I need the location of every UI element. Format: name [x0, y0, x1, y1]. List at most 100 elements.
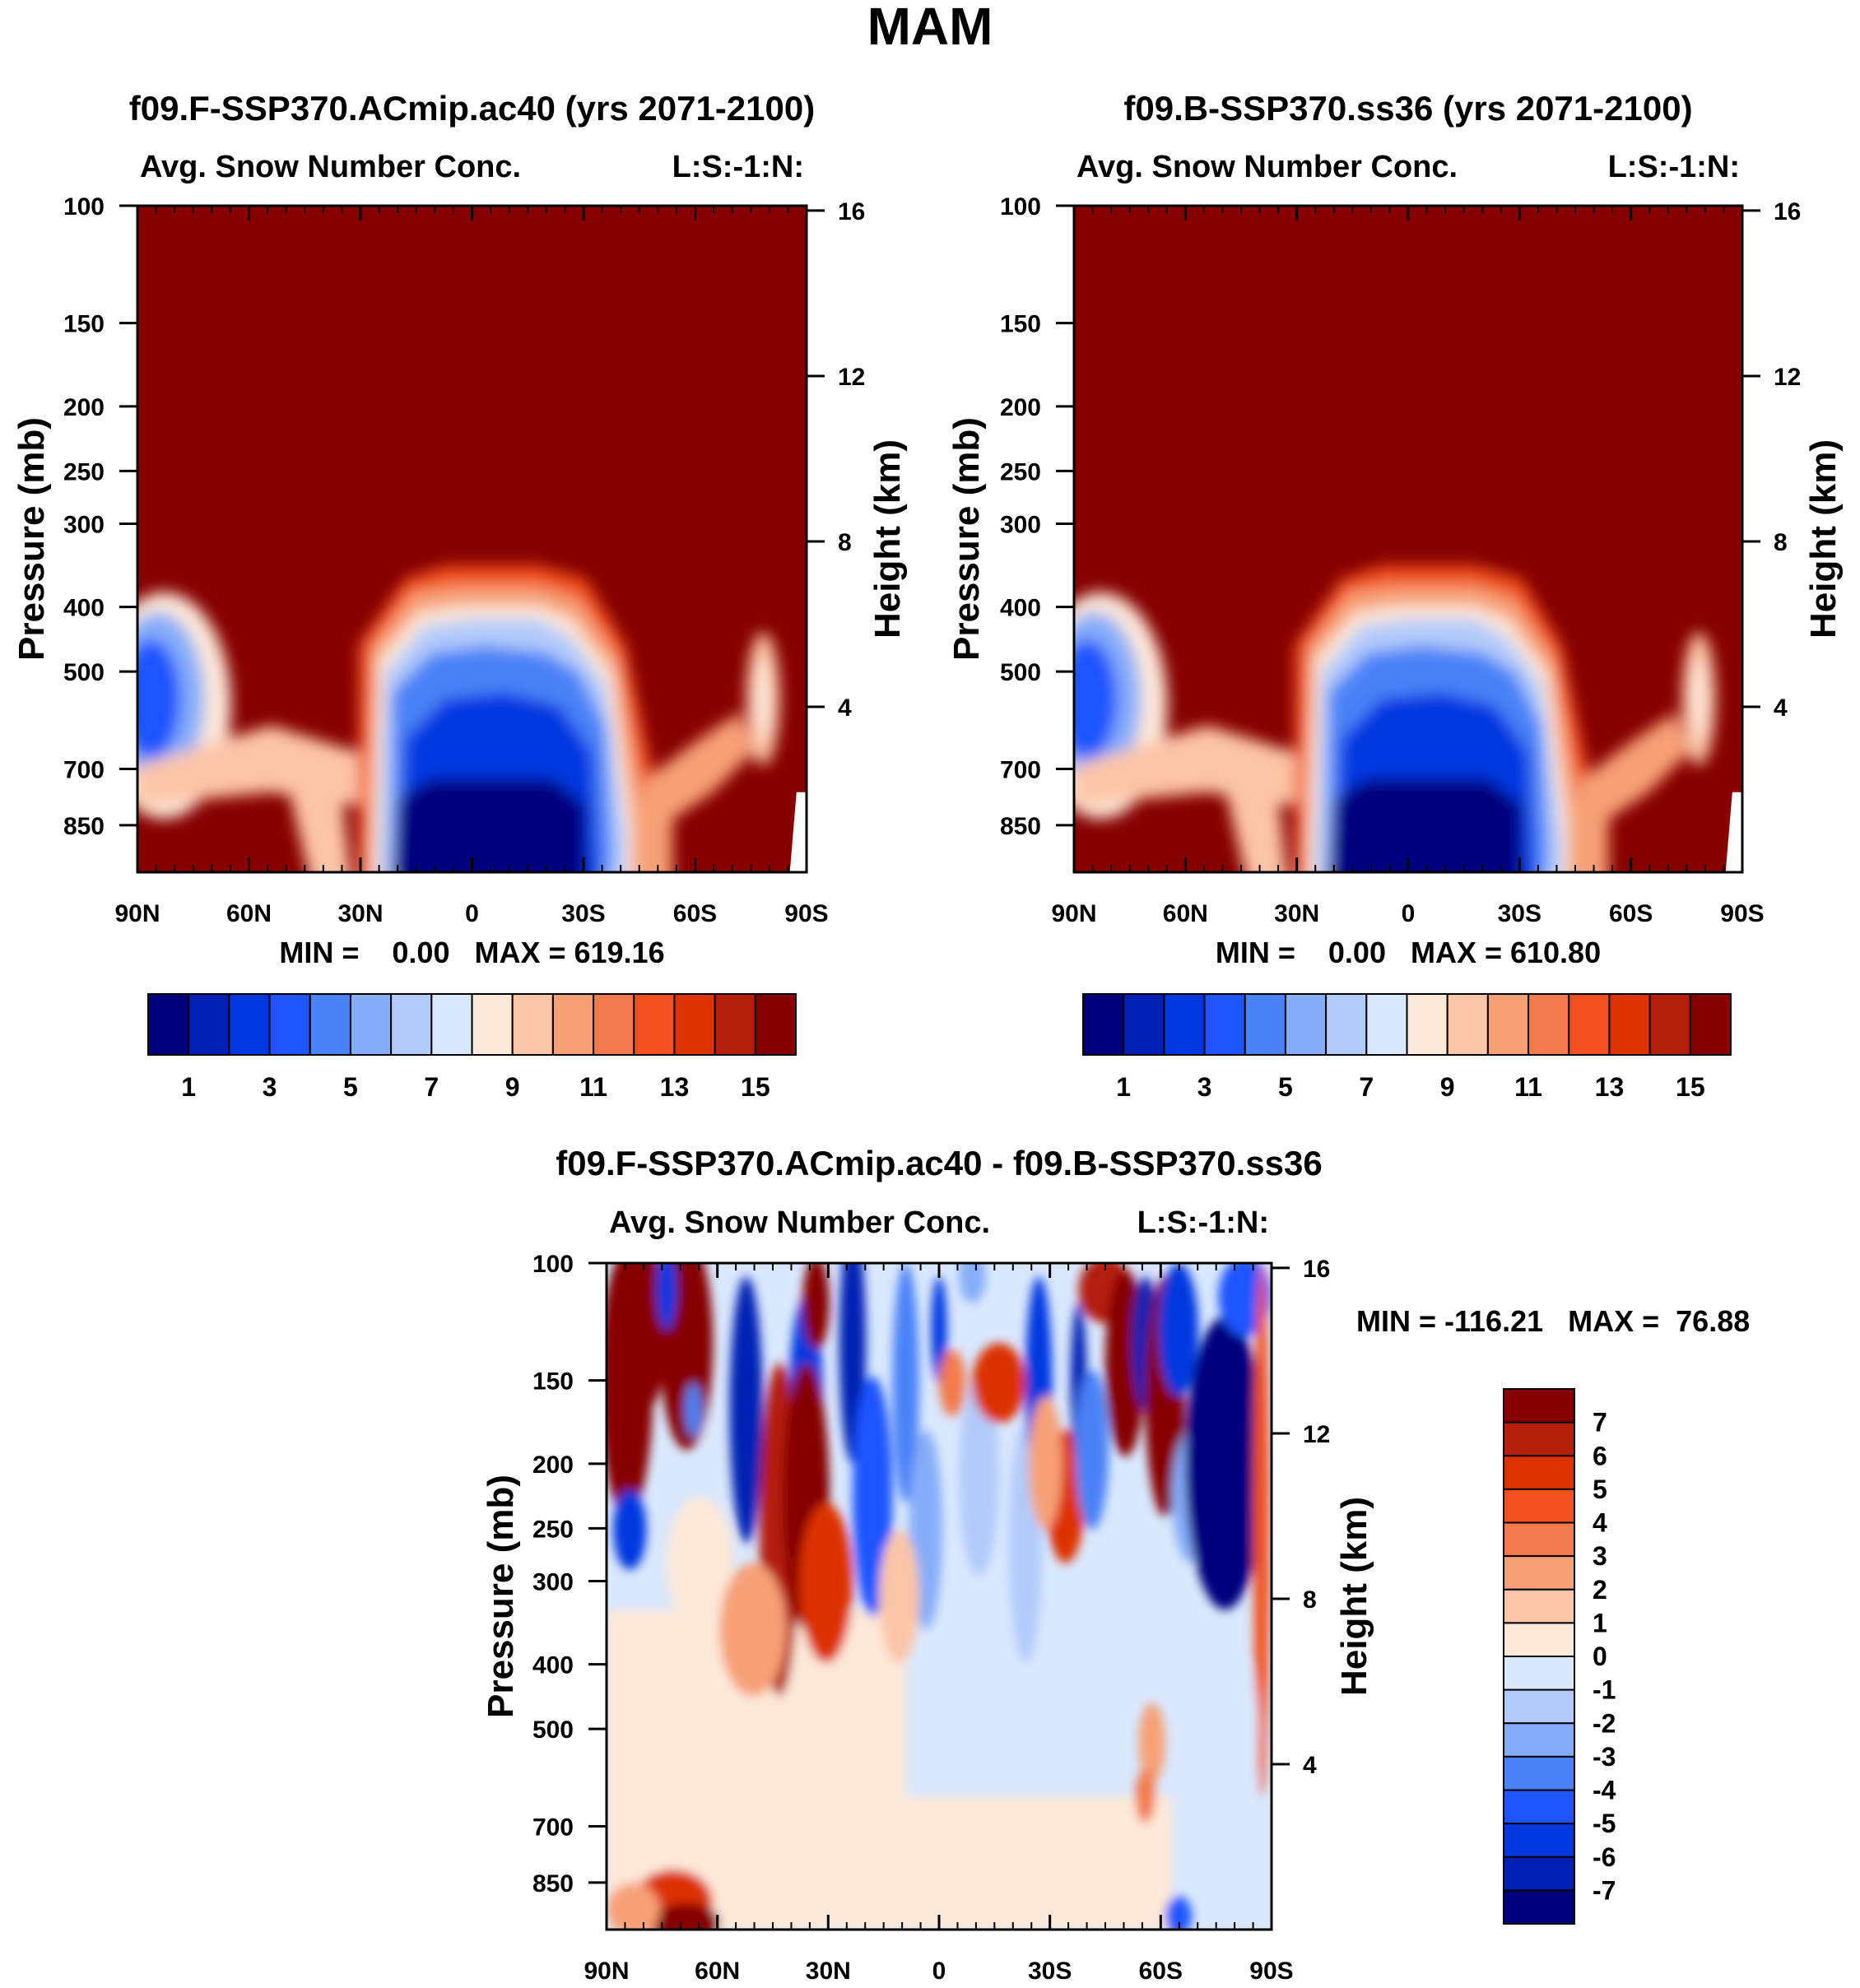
colorbar-label-15: 15 [1676, 1072, 1705, 1102]
y-axis-label: Pressure (mb) [946, 417, 987, 661]
x-tick-label-90N: 90N [114, 900, 160, 927]
colorbar-box-11 [1503, 1755, 1575, 1791]
south-band [1569, 712, 1690, 872]
diff-streak-44 [653, 1902, 720, 1930]
x-tick-label-30S: 30S [561, 900, 605, 927]
diff-streak-9 [719, 1563, 787, 1697]
colorbar-box-12 [1503, 1789, 1575, 1825]
stats-label: MIN = 0.00 MAX = 610.80 [1216, 936, 1601, 969]
x-tick-label-30N: 30N [1274, 900, 1319, 927]
x-tick-label-90N: 90N [1051, 900, 1096, 927]
colorbar-box-4 [1244, 993, 1286, 1056]
y-tick-label-700: 700 [63, 757, 105, 784]
diff-streak-45 [607, 1883, 660, 1930]
panel-title: f09.F-SSP370.ACmip.ac40 - f09.B-SSP370.s… [556, 1144, 1322, 1182]
diff-streak-11 [802, 1263, 830, 1350]
colorbar-box-2 [1503, 1455, 1575, 1490]
y-tick-label-100: 100 [532, 1251, 574, 1278]
colorbar-box-12 [633, 993, 676, 1056]
diff-streak-42 [1165, 1896, 1193, 1930]
diff-streak-7 [729, 1276, 763, 1544]
colorbar: 7 6 5 43 2 1 0 -1-2 -3 -4 -5 -6-7 [1503, 1388, 1616, 1925]
north-band-core [137, 639, 181, 759]
x-tick-label-0: 0 [932, 1958, 946, 1985]
y-tick-label-700: 700 [532, 1814, 574, 1842]
y2-tick-label-4: 4 [838, 694, 852, 722]
diff-streak-21 [959, 1376, 999, 1577]
diff-streak-6 [685, 1382, 701, 1437]
diff-streak-41 [1135, 1769, 1156, 1823]
diff-streak-19 [931, 1276, 947, 1383]
colorbar-label-13: 13 [660, 1072, 690, 1102]
y2-tick-label-12: 12 [1774, 364, 1801, 391]
heatmap-field [1074, 206, 1742, 872]
y-axis-label: Pressure (mb) [481, 1475, 521, 1718]
y2-tick-label-16: 16 [838, 198, 865, 225]
colorbar-box-8 [471, 993, 514, 1056]
colorbar-label-6: 6 [1593, 1441, 1607, 1470]
diff-streak-3 [666, 1496, 733, 1630]
colorbar-box-11 [593, 993, 635, 1056]
stats-label: MIN = 0.00 MAX = 619.16 [279, 936, 664, 969]
panel-subtitle-left: Avg. Snow Number Conc. [140, 150, 521, 184]
colorbar-label-3: 3 [1197, 1072, 1212, 1102]
y-tick-label-700: 700 [1000, 757, 1041, 784]
colorbar-label-7: 7 [1359, 1072, 1374, 1102]
x-tick-label-60N: 60N [695, 1958, 740, 1985]
colorbar-box-11 [1528, 993, 1570, 1056]
diff-streak-23 [939, 1349, 966, 1417]
colorbar-box-3 [1203, 993, 1246, 1056]
x-tick-label-90S: 90S [1720, 900, 1764, 927]
colorbar-box-2 [228, 993, 271, 1056]
colorbar-label-0: 0 [1593, 1642, 1607, 1671]
missing-data-wedge [789, 792, 807, 872]
colorbar-box-13 [1503, 1823, 1575, 1858]
colorbar-box-13 [673, 993, 716, 1056]
x-tick-label-90S: 90S [784, 900, 828, 927]
colorbar-box-2 [1163, 993, 1206, 1056]
y2-tick-label-8: 8 [838, 529, 852, 556]
y2-axis-label: Height (km) [867, 439, 908, 639]
colorbar-box-7 [430, 993, 473, 1056]
colorbar-label--2: -2 [1593, 1708, 1616, 1738]
y2-tick-label-12: 12 [838, 364, 865, 391]
y-tick-label-250: 250 [63, 458, 105, 485]
diff-streak-4 [613, 1489, 647, 1570]
y-tick-label-200: 200 [63, 394, 105, 421]
y2-tick-label-4: 4 [1774, 694, 1788, 722]
stats-label: MIN = -116.21 MAX = 76.88 [1356, 1304, 1750, 1338]
colorbar-label--7: -7 [1593, 1875, 1616, 1905]
colorbar-box-6 [390, 993, 433, 1056]
diff-streak-16 [892, 1263, 919, 1503]
colorbar-box-14 [1503, 1856, 1575, 1892]
x-tick-label-30N: 30N [806, 1958, 851, 1985]
colorbar-box-4 [309, 993, 351, 1056]
y-tick-label-850: 850 [532, 1870, 574, 1897]
x-tick-label-90N: 90N [584, 1958, 629, 1985]
chart-panel-0: f09.F-SSP370.ACmip.ac40 (yrs 2071-2100) A… [12, 89, 908, 1102]
y-axis-label: Pressure (mb) [12, 417, 52, 661]
colorbar-box-7 [1503, 1622, 1575, 1657]
panel-title: f09.B-SSP370.ss36 (yrs 2071-2100) [1123, 89, 1692, 128]
lower-pale-warm2 [905, 1796, 1172, 1930]
diff-streak-18 [879, 1530, 919, 1663]
y-tick-label-300: 300 [63, 511, 105, 538]
colorbar-box-6 [1503, 1588, 1575, 1624]
south-spot-core [1690, 658, 1707, 740]
colorbar-label--6: -6 [1593, 1842, 1616, 1872]
colorbar-box-14 [714, 993, 756, 1056]
colorbar-label-1: 1 [181, 1072, 196, 1102]
colorbar: 1 3 5 7 9 11 13 15 [147, 993, 797, 1102]
colorbar-label--4: -4 [1593, 1776, 1616, 1805]
colorbar-label--5: -5 [1593, 1809, 1616, 1838]
y2-axis-label: Height (km) [1803, 439, 1844, 639]
colorbar-box-1 [1503, 1421, 1575, 1457]
colorbar-label-3: 3 [263, 1072, 277, 1102]
panel-subtitle-right: L:S:-1:N: [672, 150, 804, 184]
colorbar-box-1 [188, 993, 230, 1056]
field-blend [1074, 565, 1716, 872]
x-tick-label-30N: 30N [337, 900, 383, 927]
colorbar-label-11: 11 [579, 1072, 607, 1102]
diff-streak-20 [959, 1263, 986, 1303]
colorbar-box-14 [1648, 993, 1691, 1056]
